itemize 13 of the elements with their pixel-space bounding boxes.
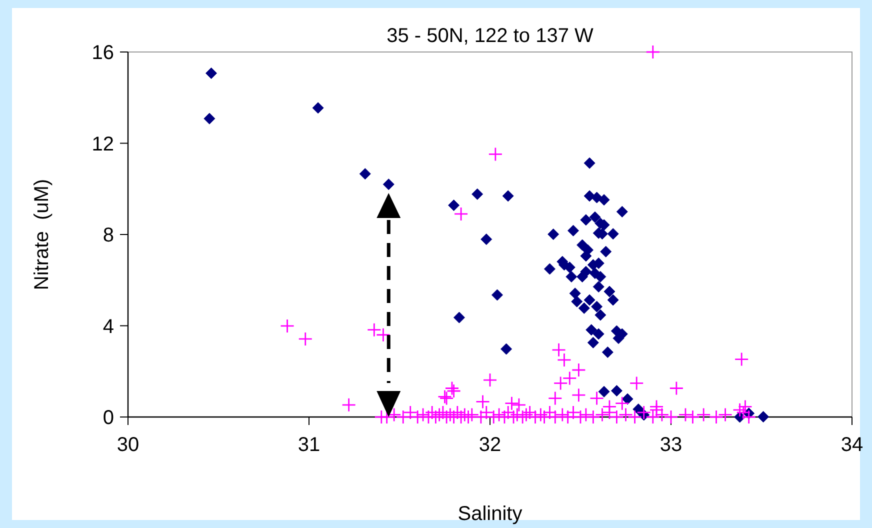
- y-tick-label: 0: [102, 407, 114, 429]
- x-tick-label: 33: [660, 434, 682, 456]
- x-axis-title: Salinity: [458, 503, 522, 525]
- x-tick-label: 31: [298, 434, 320, 456]
- y-tick-label: 8: [102, 224, 114, 246]
- x-tick-label: 32: [478, 434, 502, 456]
- y-tick-label: 16: [92, 42, 114, 64]
- y-tick-label: 12: [92, 133, 114, 156]
- chart-title: 35 - 50N, 122 to 137 W: [386, 25, 594, 47]
- x-tick-label: 34: [840, 434, 864, 456]
- y-tick-label: 4: [102, 316, 114, 338]
- y-axis-title: Nitrate (uM): [31, 178, 53, 290]
- x-tick-label: 30: [116, 434, 140, 456]
